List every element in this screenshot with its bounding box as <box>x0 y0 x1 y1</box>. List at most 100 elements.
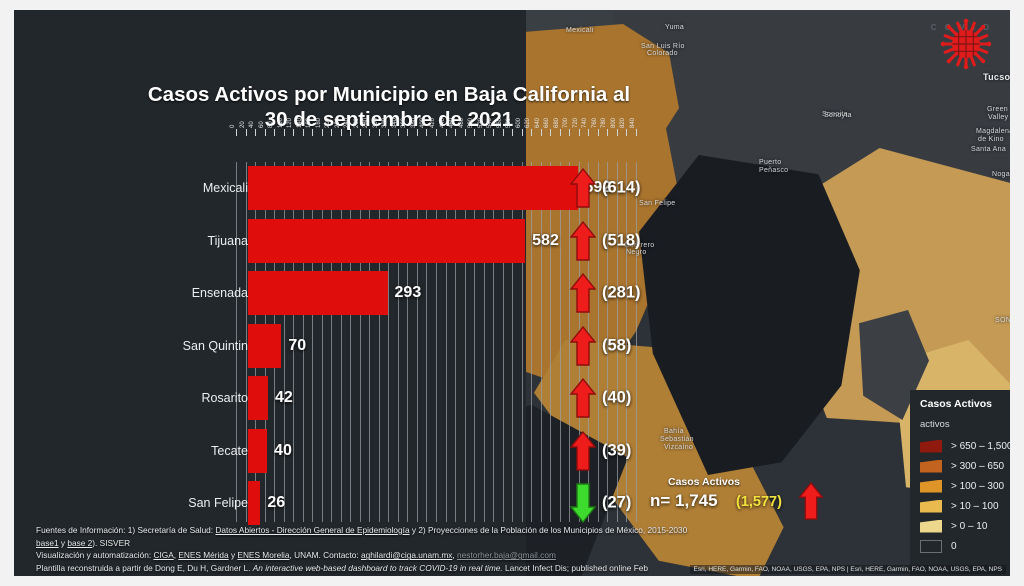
x-axis-tick-label: 540 <box>487 117 494 128</box>
gridline <box>407 162 409 522</box>
gridline <box>283 162 285 522</box>
footer-l3-mail-aghilardi[interactable]: aghilardi@ciga.unam.mx <box>360 550 453 561</box>
x-axis-tick-mark <box>407 129 409 136</box>
legend-swatch <box>920 459 942 473</box>
gridline <box>531 162 533 522</box>
chart-row[interactable]: San Quintin 70 (58) <box>14 320 644 372</box>
footer-l4-citation-title: An interactive web-based dashboard to tr… <box>252 562 503 573</box>
map-place-label: Tucson <box>983 72 1010 82</box>
x-axis-tick-mark <box>331 129 333 136</box>
legend-label: > 100 – 300 <box>951 480 1005 492</box>
trend-down-arrow-icon <box>570 483 596 523</box>
x-axis-tick-mark <box>559 129 561 136</box>
map-place-label: Vizcaíno <box>664 444 694 451</box>
trend-up-arrow-icon <box>570 273 596 313</box>
bar-san-felipe[interactable] <box>248 481 261 525</box>
footer-l3-link-enes-merida[interactable]: ENES Mérida <box>178 550 229 561</box>
x-axis-tick-label: 200 <box>325 117 332 128</box>
gridline <box>397 162 399 522</box>
x-axis-tick-mark <box>540 129 542 136</box>
map-place-label: Green <box>987 106 1008 113</box>
coronavirus-icon <box>940 18 992 70</box>
total-value: n= 1,745 <box>650 491 718 510</box>
bar-ensenada[interactable] <box>248 271 388 315</box>
chart-row[interactable]: Tijuana 582 (518) <box>14 215 644 267</box>
gridline <box>626 162 628 522</box>
x-axis-tick-mark <box>455 129 457 136</box>
x-axis-tick-mark <box>388 129 390 136</box>
map-place-label: Sonoita <box>822 111 848 118</box>
chart-row[interactable]: Mexicali 692 (614) <box>14 162 644 214</box>
x-axis-tick-label: 680 <box>553 117 560 128</box>
x-axis-tick-label: 320 <box>382 117 389 128</box>
x-axis-tick-label: 20 <box>239 121 246 128</box>
map-place-label: Yuma <box>665 24 685 31</box>
x-axis-tick-label: 160 <box>306 117 313 128</box>
x-axis-tick-mark <box>626 129 628 136</box>
gridline <box>369 162 371 522</box>
x-axis-tick-mark <box>245 129 247 136</box>
gridline <box>464 162 466 522</box>
gridline <box>293 162 295 522</box>
x-axis-tick-mark <box>578 129 580 136</box>
bar-tijuana[interactable] <box>248 218 526 263</box>
x-axis-tick-label: 720 <box>572 117 579 128</box>
x-axis-tick-label: 840 <box>630 117 636 128</box>
x-axis-tick-mark <box>255 129 257 136</box>
gridline <box>512 162 514 522</box>
footer-l2-link-base1[interactable]: base1 <box>36 537 59 548</box>
chart-rows: Mexicali 692 (614) Tijuana 582 (518) Ensenada 2… <box>14 162 644 527</box>
gridline <box>331 162 333 522</box>
footer-l2-link-base2[interactable]: base 2 <box>67 537 93 548</box>
chart-row[interactable]: Tecate 40 (39) <box>14 425 644 477</box>
footer-l1-link-datos-abiertos[interactable]: Datos Abiertos - Dirección General de Ep… <box>215 525 410 535</box>
trend-up-arrow-icon <box>570 430 596 471</box>
x-axis-tick-label: 260 <box>353 117 360 128</box>
legend-label: > 650 – 1,500 <box>951 440 1010 452</box>
map-place-label: Puerto <box>759 159 782 166</box>
gridline <box>493 162 495 522</box>
x-axis-tick-label: 580 <box>506 117 513 128</box>
legend-item: > 650 – 1,500 <box>920 436 1010 456</box>
x-axis-tick-label: 660 <box>544 117 551 128</box>
map-place-label: Mexicali <box>566 27 594 34</box>
chart-row[interactable]: San Felipe 26 (27) <box>14 477 644 529</box>
bar-tecate[interactable] <box>248 428 268 473</box>
gridline <box>312 162 314 522</box>
gridline <box>474 162 476 522</box>
x-axis-tick-mark <box>283 129 285 136</box>
gridline <box>236 162 237 522</box>
footer-l5-link-doi[interactable]: https://doi.org/10.1016/S1473-3099(20)30… <box>50 575 225 576</box>
bar-chart: Casos Activos por Municipio en Baja Cali… <box>14 10 644 576</box>
x-axis-tick-mark <box>340 129 342 136</box>
x-axis-tick-label: 600 <box>515 117 522 128</box>
bar-rosarito[interactable] <box>248 376 268 420</box>
bar-value-label: 582 <box>532 231 559 249</box>
chart-row[interactable]: Rosarito 42 (40) <box>14 372 644 424</box>
legend-item: > 10 – 100 <box>920 496 1010 516</box>
x-axis-tick-label: 560 <box>496 117 503 128</box>
footer-l3-mail-nestorher[interactable]: nestorher.baja@gmail.com <box>457 550 556 561</box>
legend-item: 0 <box>920 536 1010 556</box>
x-axis-tick-label: 100 <box>277 117 284 128</box>
gridline <box>455 162 457 522</box>
bar-san-quintin[interactable] <box>248 323 282 368</box>
x-axis-tick-label: 460 <box>449 117 456 128</box>
footer-l3-link-enes-morelia[interactable]: ENES Morelia <box>237 550 290 561</box>
x-axis-tick-label: 780 <box>601 117 608 128</box>
x-axis-tick-mark <box>369 129 371 136</box>
bar-value-label: 42 <box>275 389 293 406</box>
x-axis-tick-label: 120 <box>287 117 294 128</box>
x-axis-tick-label: 740 <box>582 117 589 128</box>
footer-l3-link-ciga[interactable]: CIGA <box>153 550 174 561</box>
x-axis-tick-label: 760 <box>591 117 598 128</box>
x-axis-tick-mark <box>483 129 485 136</box>
x-axis-tick-mark <box>588 129 590 136</box>
chart-row[interactable]: Ensenada 293 (281) <box>14 267 644 319</box>
total-previous-value: (1,577) <box>736 494 782 510</box>
bar-mexicali[interactable] <box>248 166 578 210</box>
x-axis-tick-mark <box>293 129 295 136</box>
x-axis-tick-label: 380 <box>410 117 417 128</box>
x-axis-tick-mark <box>350 129 352 136</box>
